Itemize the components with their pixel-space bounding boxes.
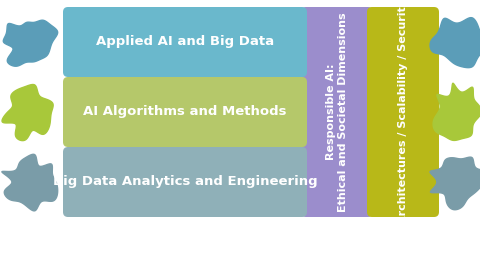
- FancyBboxPatch shape: [63, 77, 307, 147]
- FancyBboxPatch shape: [367, 7, 439, 217]
- Polygon shape: [430, 18, 480, 68]
- Text: AI Algorithms and Methods: AI Algorithms and Methods: [83, 106, 287, 118]
- Polygon shape: [2, 85, 53, 141]
- Text: Applied AI and Big Data: Applied AI and Big Data: [96, 35, 274, 48]
- Polygon shape: [3, 20, 58, 66]
- Text: Big Data Analytics and Engineering: Big Data Analytics and Engineering: [53, 176, 317, 188]
- Polygon shape: [433, 83, 480, 140]
- Polygon shape: [2, 154, 58, 211]
- FancyBboxPatch shape: [63, 7, 307, 77]
- Polygon shape: [430, 157, 480, 210]
- Text: Architectures / Scalability / Security: Architectures / Scalability / Security: [398, 0, 408, 225]
- FancyBboxPatch shape: [63, 147, 307, 217]
- Text: Responsible AI:
Ethical and Societal Dimensions: Responsible AI: Ethical and Societal Dim…: [326, 12, 348, 212]
- FancyBboxPatch shape: [301, 7, 373, 217]
